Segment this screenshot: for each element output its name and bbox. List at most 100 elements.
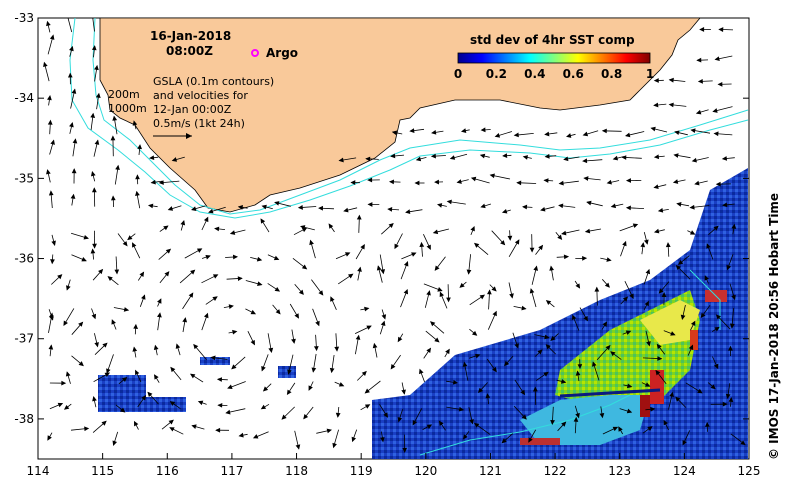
velocity-arrow-head [256,256,263,262]
velocity-arrow-head [66,285,71,291]
x-tick-label: 122 [544,464,567,478]
velocity-arrow-head [193,343,199,350]
velocity-arrow-head [301,264,308,270]
velocity-arrow-head [668,77,674,83]
velocity-arrow-head [94,342,99,348]
velocity-arrow-head [50,259,55,265]
velocity-arrow-head [171,157,178,162]
velocity-arrow-head [675,396,681,402]
velocity-arrow-head [91,313,97,320]
velocity-arrow-head [432,229,439,235]
velocity-arrow-head [563,156,569,162]
velocity-arrow-head [208,208,214,214]
velocity-arrow-head [232,254,239,260]
velocity-arrow-head [391,130,398,136]
velocity-arrow-head [394,243,399,250]
velocity-arrow-head [188,292,194,298]
velocity-arrow-head [203,216,209,223]
y-tick-label: -37 [14,332,34,346]
velocity-arrow-head [460,128,467,133]
velocity-arrow-head [626,383,633,389]
velocity-arrow-head [489,173,495,179]
velocity-arrow-head [217,402,223,408]
velocity-arrow-head [133,323,139,329]
velocity-arrow-head [694,180,700,186]
velocity-arrow-head [426,424,433,429]
velocity-arrow-head [250,309,257,315]
velocity-arrow-head [456,179,462,184]
velocity-arrow-head [710,384,716,390]
velocity-arrow-head [238,432,244,438]
argo-marker-icon [251,49,259,57]
x-tick-label: 117 [220,464,243,478]
info-line-2: and velocities for [153,89,248,102]
velocity-arrow-head [274,201,280,206]
velocity-arrow-head [473,242,480,248]
velocity-arrow-head [252,434,259,439]
velocity-arrow-head [273,255,280,261]
velocity-arrow-head [83,234,89,240]
velocity-arrow-head [434,179,440,185]
velocity-arrow-head [621,155,627,160]
velocity-arrow-head [147,391,153,398]
velocity-arrow-head [507,235,513,241]
velocity-arrow-head [725,393,731,400]
velocity-arrow-head [46,169,51,175]
velocity-arrow-head [622,240,627,247]
velocity-arrow-head [575,283,581,289]
velocity-arrow-head [338,157,344,163]
velocity-arrow-head [550,419,555,426]
velocity-arrow-head [344,252,351,257]
velocity-arrow-head [430,153,436,159]
velocity-arrow-head [212,274,219,279]
velocity-arrow-head [650,126,656,132]
velocity-arrow-head [665,242,671,248]
velocity-arrow-head [94,139,100,145]
velocity-arrow-head [439,291,445,298]
velocity-arrow-head [470,176,477,182]
velocity-arrow-head [381,314,387,320]
velocity-arrow-head [646,341,651,347]
velocity-arrow-head [380,320,386,326]
velocity-arrow-head [367,177,373,183]
velocity-arrow-head [71,88,77,94]
velocity-arrow-head [90,248,96,254]
velocity-arrow-head [311,367,317,373]
velocity-arrows [43,18,746,453]
velocity-arrow-head [543,371,549,377]
velocity-arrow-head [475,353,481,359]
velocity-arrow-head [135,190,140,197]
velocity-arrow-head [69,45,74,52]
velocity-arrow-head [102,342,108,348]
velocity-arrow-head [409,128,415,133]
velocity-arrow-head [533,265,539,271]
velocity-arrow-head [94,64,99,71]
velocity-arrow-head [563,254,570,260]
velocity-arrow-head [260,218,266,224]
velocity-arrow-head [121,377,128,382]
velocity-arrow-head [668,102,674,108]
velocity-arrow [67,18,73,33]
velocity-arrow-head [469,419,474,425]
velocity-arrow-head [112,440,118,446]
velocity-arrow-head [728,396,734,403]
velocity-arrow-head [46,20,51,27]
velocity-arrow-head [594,286,600,292]
velocity-arrow-head [364,404,371,409]
velocity-arrow-head [713,131,719,137]
velocity-arrow-head [114,269,120,275]
velocity-arrow-head [70,193,76,199]
velocity-arrow-head [544,334,550,340]
colorbar: std dev of 4hr SST comp 0 0.2 0.4 0.6 0.8 1 [454,33,654,81]
bathymetry-contours [69,18,749,456]
x-tick-label: 125 [738,464,761,478]
velocity-arrow-head [538,244,544,251]
velocity-arrow-head [532,386,538,392]
sst-patch-west [98,375,146,412]
velocity-arrow-head [110,135,116,141]
velocity-arrow-head [57,274,63,280]
velocity-arrow-head [586,200,592,206]
velocity-arrow-head [380,437,385,443]
velocity-arrow-head [364,388,370,394]
velocity-arrow-head [521,305,527,311]
